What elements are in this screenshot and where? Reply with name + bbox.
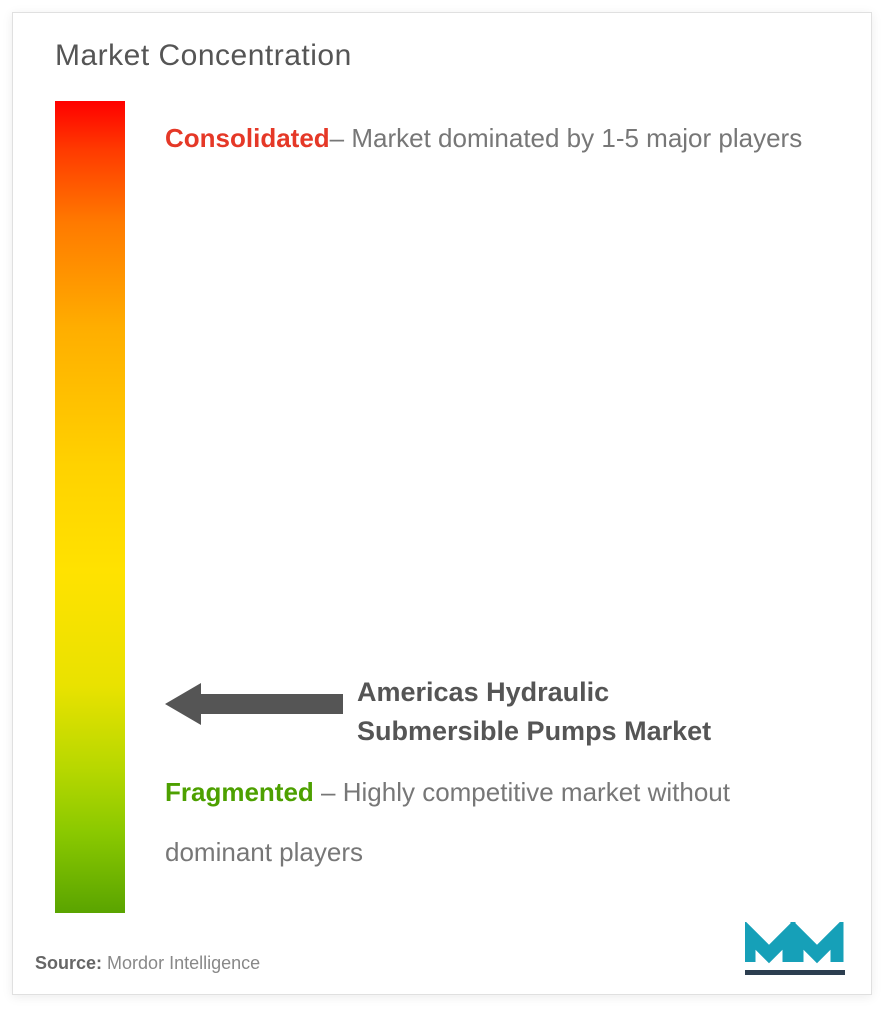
consolidated-rest: – Market dominated by 1-5 major players bbox=[330, 123, 803, 153]
infographic-card: Market Concentration Consolidated– Marke… bbox=[12, 12, 872, 995]
arrow-left-icon bbox=[165, 683, 343, 725]
source-name: Mordor Intelligence bbox=[107, 953, 260, 973]
source-prefix: Source: bbox=[35, 953, 102, 973]
marker-row: Americas Hydraulic Submersible Pumps Mar… bbox=[165, 673, 821, 751]
consolidated-label: Consolidated– Market dominated by 1-5 ma… bbox=[165, 109, 821, 169]
fragmented-strong: Fragmented bbox=[165, 777, 314, 807]
market-name-line2: Submersible Pumps Market bbox=[357, 716, 711, 746]
fragmented-label: Fragmented – Highly competitive market w… bbox=[165, 763, 821, 883]
market-marker-block: Americas Hydraulic Submersible Pumps Mar… bbox=[165, 673, 821, 883]
concentration-gradient-bar bbox=[55, 101, 125, 913]
consolidated-strong: Consolidated bbox=[165, 123, 330, 153]
page-title: Market Concentration bbox=[55, 39, 352, 73]
source-line: Source: Mordor Intelligence bbox=[35, 953, 260, 974]
mi-logo-icon bbox=[745, 922, 845, 978]
market-name-line1: Americas Hydraulic bbox=[357, 677, 609, 707]
market-name-label: Americas Hydraulic Submersible Pumps Mar… bbox=[357, 673, 711, 751]
